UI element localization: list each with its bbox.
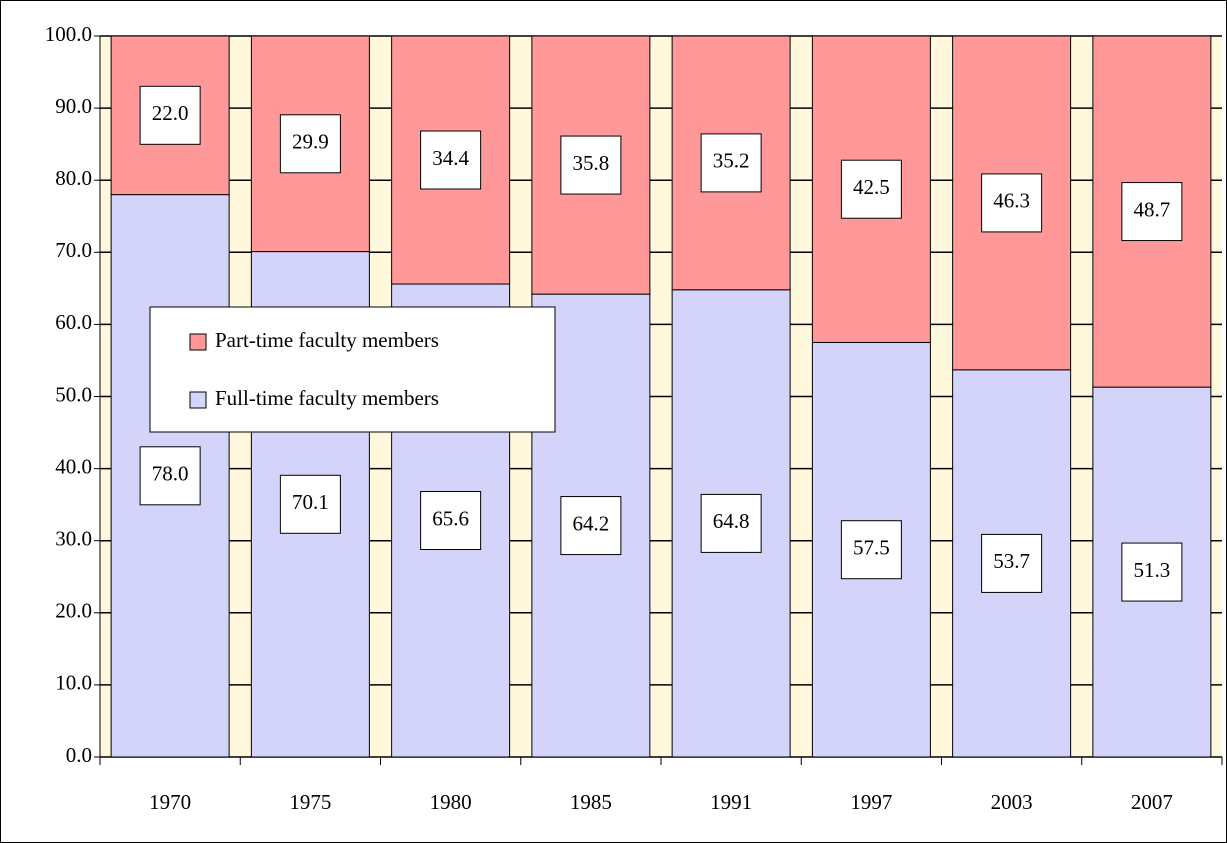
data-label-box [420,130,482,190]
data-label: 35.2 [713,149,750,173]
x-tick-label: 1991 [710,790,752,814]
data-label-box [1121,542,1183,602]
legend-box [149,306,556,433]
data-label-box [279,474,341,534]
data-label: 35.8 [573,151,610,175]
data-label-box [139,85,201,145]
data-label: 64.8 [713,509,750,533]
data-label-box [840,159,902,219]
data-label: 29.9 [292,130,329,154]
legend-label: Part-time faculty members [215,328,439,352]
data-label: 51.3 [1134,558,1171,582]
data-label: 70.1 [292,490,329,514]
y-tick-label: 40.0 [55,454,92,478]
data-label: 78.0 [152,462,189,486]
data-label-box [1121,182,1183,242]
legend-swatch [189,391,207,409]
data-label: 64.2 [573,511,610,535]
data-label-box [420,491,482,551]
y-tick-label: 70.0 [55,238,92,262]
data-label-box [560,496,622,556]
legend-swatch [189,333,207,351]
data-label: 57.5 [853,536,890,560]
y-tick-label: 90.0 [55,94,92,118]
data-label-box [560,135,622,195]
data-label-box [700,493,762,553]
data-label-box [279,114,341,174]
data-label: 53.7 [993,549,1030,573]
data-label: 42.5 [853,175,890,199]
data-label: 65.6 [432,506,469,530]
x-tick-label: 1980 [430,790,472,814]
data-label-box [139,446,201,506]
data-label-box [700,133,762,193]
x-tick-label: 2003 [991,790,1033,814]
data-label-box [840,520,902,580]
data-label: 48.7 [1134,197,1171,221]
y-tick-label: 20.0 [55,599,92,623]
x-tick-label: 2007 [1131,790,1173,814]
y-tick-label: 50.0 [55,382,92,406]
legend: Part-time faculty members Full-time facul… [149,306,556,433]
x-tick-label: 1975 [289,790,331,814]
legend-label: Full-time faculty members [215,386,439,410]
y-tick-label: 80.0 [55,166,92,190]
x-tick-label: 1997 [850,790,892,814]
x-tick-label: 1985 [570,790,612,814]
data-label: 34.4 [432,146,469,170]
y-tick-label: 10.0 [55,671,92,695]
y-tick-label: 30.0 [55,527,92,551]
data-label: 22.0 [152,101,189,125]
data-label-box [981,533,1043,593]
y-tick-label: 100.0 [45,22,92,46]
data-label: 46.3 [993,189,1030,213]
data-label-box [981,173,1043,233]
y-tick-label: 60.0 [55,310,92,334]
y-tick-label: 0.0 [66,743,92,767]
x-tick-label: 1970 [149,790,191,814]
